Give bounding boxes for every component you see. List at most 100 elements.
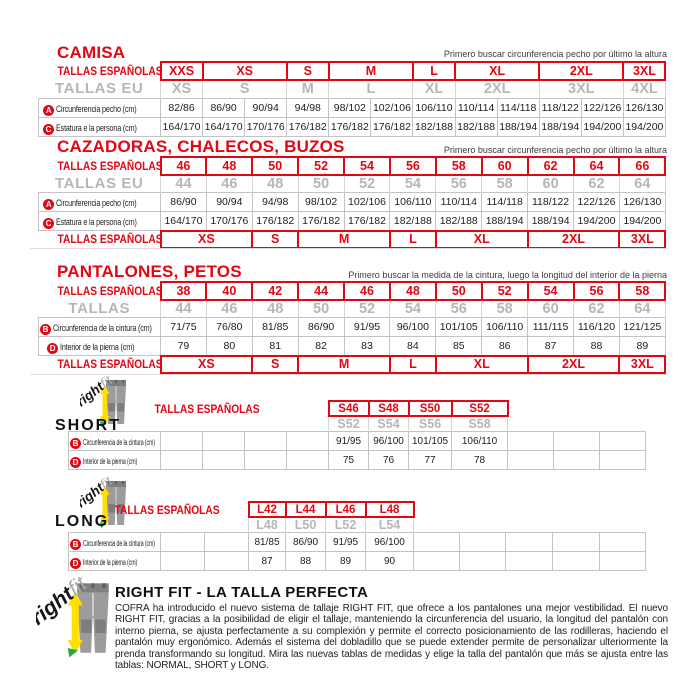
value-cell: 80 [205,336,253,356]
size-cell: 44 [160,300,207,318]
size-table: TALLAS ESPAÑOLAS XXS XS S M L XL 2XL 3XL TALLAS E… [38,61,667,137]
value-cell: 122/126 [573,192,620,212]
pants-icon [106,380,126,424]
value-cell [552,532,601,552]
size-cell: S52 [328,416,370,432]
size-cell: L [388,229,437,249]
row-label-text: Estatura e la persona (cm) [56,217,137,227]
size-cell: XL [454,61,541,81]
size-cell: 60 [527,300,575,318]
row-label: TALLAS ESPAÑOLAS [39,157,160,175]
row-label-text: TALLAS ESPAÑOLAS [154,401,260,416]
size-table: TALLAS ESPAÑOLAS 46 48 50 52 54 56 58 60 62 64 66 TA… [38,156,667,249]
size-cell: S50 [407,400,453,417]
value-cell [285,450,330,470]
table-row: C Estatura e la persona (cm) 164/170 170/17… [38,211,666,231]
value-cell: 188/194 [481,211,529,231]
value-cell: 176/182 [370,116,414,137]
size-cell: 54 [389,300,437,318]
blank-cell [414,502,460,517]
size-cell: S56 [408,416,453,432]
value-cell: 194/200 [618,211,666,231]
row-badge: A [43,104,55,116]
size-cell: 2XL [538,61,625,81]
row-label: TALLAS EU [39,175,161,193]
table-row: D Interior de la pierna (cm) 87 88 89 90 [68,551,647,571]
size-cell: 52 [297,156,346,176]
value-cell: 126/130 [622,97,666,118]
value-cell: 89 [618,336,666,356]
value-cell: 176/182 [343,211,391,231]
size-cell: 52 [343,300,391,318]
table-row: TALLAS ESPAÑOLAS XXS XS S M L XL 2XL 3XL [39,61,667,81]
size-cell: 58 [481,300,529,318]
size-cell: 58 [618,281,667,301]
value-cell: 170/176 [205,211,253,231]
table-row: TALLAS ESPAÑOLAS S46 S48 S50 S52 [69,400,646,417]
value-cell [413,532,461,552]
table-row: B Circunferencia de la cintura (cm) 81/85 8… [68,532,647,552]
value-cell [203,532,250,552]
table-row: TALLAS ESPAÑOLAS XS S M L XL 2XL 3XL [39,354,667,374]
value-cell: 90/94 [205,192,253,212]
value-cell: 176/182 [286,116,330,137]
size-cell: 3XL [618,354,667,374]
size-cell: L [328,80,414,98]
size-cell: S48 [367,400,410,417]
row-label-text: TALLAS ESPAÑOLAS [114,502,220,517]
size-cell: 50 [297,175,345,193]
row-label-text: Circunferencia de la cintura (cm) [53,323,152,333]
size-cell: XS [159,354,254,374]
size-cell: 2XL [526,354,621,374]
size-cell: L52 [325,517,367,533]
size-cell: 50 [434,281,483,301]
rightfit-heading: RIGHT FIT - LA TALLA PERFECTA [115,584,369,601]
size-cell: 62 [573,300,620,318]
row-label: TALLAS ESPAÑOLAS [69,401,329,416]
blank-cell [553,517,600,533]
size-cell: 56 [435,175,483,193]
value-cell: 188/194 [496,116,540,137]
value-cell [599,551,647,571]
value-cell: 79 [160,336,207,356]
value-cell: 176/182 [328,116,372,137]
row-label: TALLAS [39,300,161,318]
length-arrow-icon [100,385,110,425]
table-row: TALLAS ESPAÑOLAS 38 40 42 44 46 48 50 52 54 56 58 [39,281,667,301]
value-cell: 116/120 [573,317,620,337]
value-cell: 110/114 [454,97,498,118]
value-cell: 76/80 [205,317,253,337]
row-label: D Interior de la pierna (cm) [68,450,161,470]
table-row: B Circunferencia de la cintura (cm) 91/95 9… [68,431,647,451]
value-cell: 121/125 [618,317,666,337]
value-cell: 87 [527,336,575,356]
size-cell: 64 [572,156,621,176]
size-cell: 52 [480,281,529,301]
size-cell: 46 [205,175,253,193]
blank-cell [460,502,506,517]
size-cell: L [388,354,437,374]
blank-cell [554,401,600,416]
value-cell [160,532,205,552]
size-cell: 46 [343,281,391,301]
value-cell [160,431,203,451]
rightfit-logo-svg: rightfit [74,372,126,427]
blank-cell [600,517,646,533]
row-label-text: Interior de la pierna (cm) [83,457,138,466]
value-cell [505,551,554,571]
value-cell [285,431,330,451]
short-size-table: TALLAS ESPAÑOLAS S46 S48 S50 S52 S52 S54 S56 S58… [68,400,647,470]
size-cell: 46 [205,300,253,318]
size-cell: M [297,354,391,374]
value-cell: 81/85 [251,317,299,337]
table-row: A Circunferencia pecho (cm) 82/86 86/90 90/9… [38,97,666,118]
value-cell: 96/100 [368,431,410,451]
row-badge: C [43,218,55,229]
size-cell: 48 [205,156,254,176]
value-cell [553,450,601,470]
size-cell: 50 [251,156,300,176]
value-cell: 102/106 [370,97,414,118]
size-cell: 3XL [538,80,624,98]
blank-cell [506,517,553,533]
value-cell: 86/90 [297,317,345,337]
